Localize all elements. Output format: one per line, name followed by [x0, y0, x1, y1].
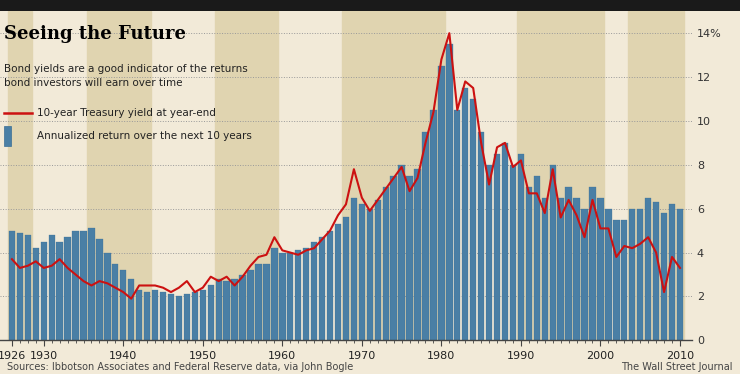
Text: Sources: Ibbotson Associates and Federal Reserve data, via John Bogle: Sources: Ibbotson Associates and Federal… [7, 362, 354, 372]
Bar [104, 252, 110, 340]
Bar [136, 290, 142, 340]
Bar [613, 220, 619, 340]
Bar [176, 297, 182, 340]
Bar [56, 242, 63, 340]
Bar [621, 220, 628, 340]
Bar [677, 209, 683, 340]
Bar [9, 231, 15, 340]
Bar [430, 110, 437, 340]
Bar [152, 290, 158, 340]
Bar [486, 165, 492, 340]
Bar [669, 204, 675, 340]
Bar [478, 132, 484, 340]
Bar [192, 292, 198, 340]
Bar [120, 270, 127, 340]
Bar [597, 198, 604, 340]
Bar [589, 187, 596, 340]
Bar [462, 88, 468, 340]
Bar [239, 275, 246, 340]
Bar [398, 165, 405, 340]
Bar [343, 217, 349, 340]
Bar [87, 11, 151, 340]
Bar [144, 292, 150, 340]
Bar [510, 165, 516, 340]
Bar [112, 264, 118, 340]
Bar [374, 200, 381, 340]
Text: Seeing the Future: Seeing the Future [4, 25, 186, 43]
Bar [33, 248, 39, 340]
Bar [17, 233, 23, 340]
Bar [215, 11, 278, 340]
Bar [383, 187, 389, 340]
Bar [550, 165, 556, 340]
Bar [327, 231, 333, 340]
Bar [517, 11, 605, 340]
Bar [637, 209, 643, 340]
Bar [518, 154, 524, 340]
Bar [494, 154, 500, 340]
Bar [263, 264, 269, 340]
Bar [645, 198, 651, 340]
Bar [247, 270, 254, 340]
Bar [215, 279, 222, 340]
Bar [542, 198, 548, 340]
Bar [574, 198, 579, 340]
Bar [319, 237, 326, 340]
Bar [629, 209, 636, 340]
Bar [334, 224, 341, 340]
Bar [446, 44, 453, 340]
Bar [342, 11, 445, 340]
Bar [73, 231, 78, 340]
Bar [128, 279, 135, 340]
Bar [605, 209, 611, 340]
Bar [661, 213, 667, 340]
Bar [200, 290, 206, 340]
Bar [184, 294, 190, 340]
Bar [207, 285, 214, 340]
Bar [223, 281, 230, 340]
Bar [41, 242, 47, 340]
Bar [271, 248, 278, 340]
Bar [366, 209, 373, 340]
Bar [88, 229, 95, 340]
Bar [255, 264, 262, 340]
Bar [565, 187, 572, 340]
FancyBboxPatch shape [4, 126, 11, 146]
Bar [160, 292, 166, 340]
Bar [534, 176, 540, 340]
Bar [423, 132, 428, 340]
Bar [557, 198, 564, 340]
Bar [168, 294, 174, 340]
Bar [525, 187, 532, 340]
Bar [311, 242, 317, 340]
Bar [359, 204, 365, 340]
Bar [295, 250, 301, 340]
Bar [653, 202, 659, 340]
Bar [279, 252, 286, 340]
Bar [49, 235, 55, 340]
Bar [414, 169, 421, 340]
Bar [582, 209, 588, 340]
Bar [24, 235, 31, 340]
Bar [96, 239, 103, 340]
Bar [628, 11, 684, 340]
Bar [438, 66, 445, 340]
Bar [470, 99, 477, 340]
Bar [406, 176, 413, 340]
Bar [454, 110, 460, 340]
Bar [351, 198, 357, 340]
Bar [232, 279, 238, 340]
Text: 10-year Treasury yield at year-end: 10-year Treasury yield at year-end [38, 108, 216, 118]
Bar [502, 143, 508, 340]
Bar [8, 11, 32, 340]
Bar [64, 237, 71, 340]
Bar [81, 231, 87, 340]
Text: The Wall Street Journal: The Wall Street Journal [621, 362, 733, 372]
Bar [391, 176, 397, 340]
Bar [303, 248, 309, 340]
Text: Bond yields are a good indicator of the returns
bond investors will earn over ti: Bond yields are a good indicator of the … [4, 64, 248, 88]
Text: Annualized return over the next 10 years: Annualized return over the next 10 years [38, 131, 252, 141]
Bar [287, 252, 294, 340]
